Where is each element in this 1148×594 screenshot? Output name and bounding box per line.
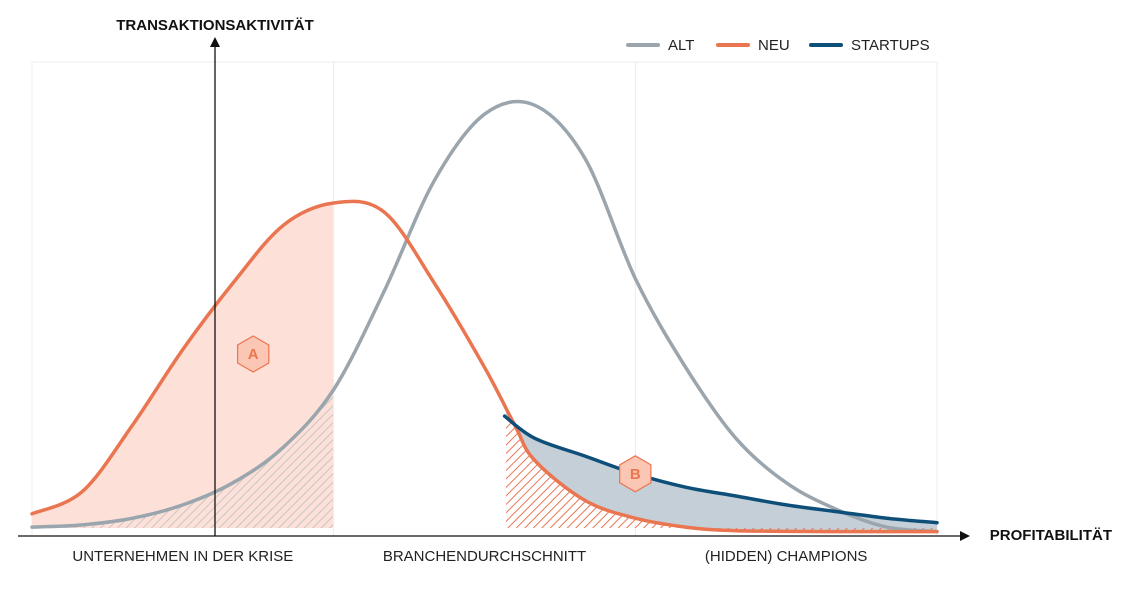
area-neu-champions-hatch [506,408,937,532]
area-alt-krise-hatch [32,390,333,528]
legend-label: NEU [758,37,790,54]
x-axis-title: PROFITABILITÄT [990,527,1112,544]
hexagon-icon [619,455,652,493]
y-axis-title: TRANSAKTIONSAKTIVITÄT [116,17,314,34]
legend-label: STARTUPS [851,37,930,54]
area-startups [506,408,937,532]
category-label: UNTERNEHMEN IN DER KRISE [72,548,293,565]
legend: ALT NEU STARTUPS [626,37,930,54]
annotation-marker: B [619,455,652,493]
legend-item: ALT [626,37,694,54]
category-label: (HIDDEN) CHAMPIONS [705,548,868,565]
series-line-startups [502,414,939,525]
annotation-markers: AB [237,335,652,493]
category-labels: UNTERNEHMEN IN DER KRISE BRANCHENDURCHSCH… [72,548,867,565]
annotation-marker: A [237,335,270,373]
annotation-label: A [248,346,259,363]
legend-label: ALT [668,37,694,54]
hexagon-icon [237,335,270,373]
series-line-neu [30,199,939,534]
category-label: BRANCHENDURCHSCHNITT [383,548,586,565]
area-neu-krise [32,203,333,528]
x-axis-arrow-icon [960,531,970,541]
annotation-label: B [630,466,641,483]
legend-item: STARTUPS [809,37,930,54]
series-line-alt [30,99,939,534]
y-axis-arrow-icon [210,37,220,47]
legend-item: NEU [716,37,790,54]
